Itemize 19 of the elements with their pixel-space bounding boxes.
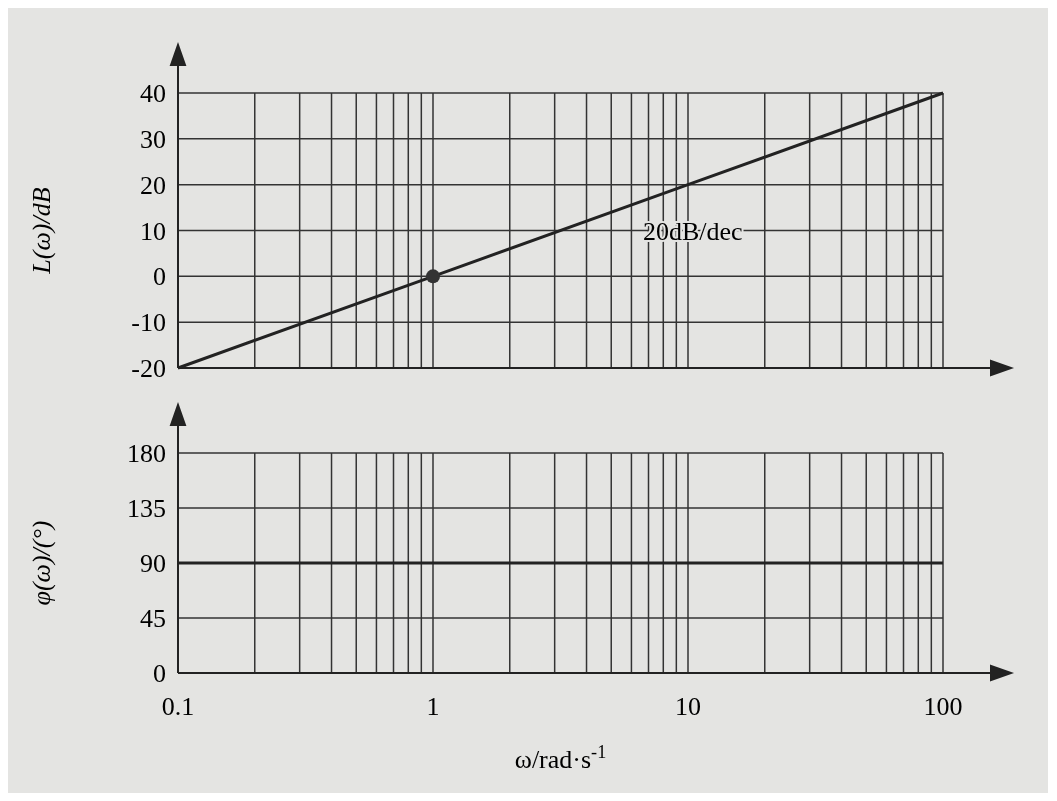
y-tick-label: 180 — [127, 439, 166, 469]
y-tick-label: 10 — [140, 216, 166, 246]
y-tick-label: 0 — [153, 659, 166, 689]
y-tick-label: 20 — [140, 170, 166, 200]
x-tick-label: 0.1 — [161, 692, 195, 721]
y-tick-label: 45 — [140, 604, 166, 634]
y-tick-label: 0 — [153, 262, 166, 292]
y-tick-label: 40 — [140, 79, 166, 109]
y-tick-label: -10 — [131, 308, 166, 338]
y-axis-title: L(ω)/dB — [27, 187, 56, 275]
y-tick-label: 30 — [140, 124, 166, 154]
y-tick-label: -20 — [131, 354, 166, 384]
x-tick-label: 100 — [923, 692, 963, 721]
y-tick-label: 90 — [140, 549, 166, 579]
y-axis-title: φ(ω)/(°) — [27, 520, 56, 606]
x-axis-title: ω/rad·s$^{-1}$ — [514, 742, 607, 774]
x-tick-label: 1 — [426, 692, 440, 721]
y-tick-label: 135 — [127, 494, 166, 524]
x-tick-label: 10 — [675, 692, 701, 721]
